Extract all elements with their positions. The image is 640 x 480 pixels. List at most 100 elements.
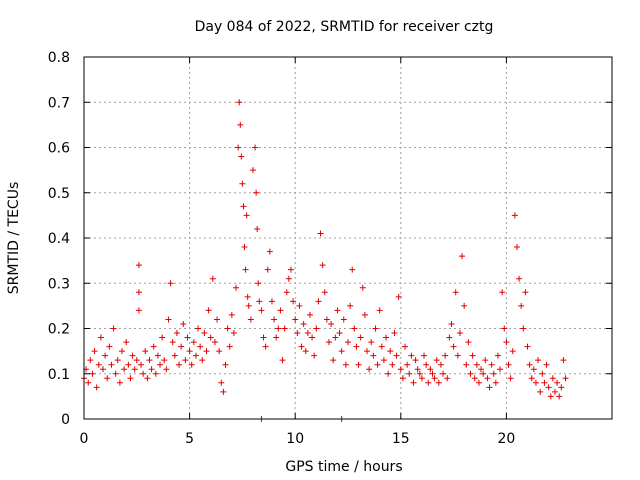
data-point bbox=[554, 379, 561, 386]
data-point bbox=[110, 325, 117, 332]
data-point bbox=[524, 343, 531, 350]
data-point bbox=[163, 366, 170, 373]
data-point bbox=[376, 307, 383, 314]
data-point bbox=[249, 167, 256, 174]
data-point bbox=[461, 302, 468, 309]
chart-title: Day 084 of 2022, SRMTID for receiver czt… bbox=[195, 19, 494, 35]
data-point bbox=[230, 330, 237, 337]
data-point bbox=[497, 366, 504, 373]
data-point bbox=[304, 330, 311, 337]
data-point bbox=[507, 375, 514, 382]
x-tick-label: 15 bbox=[392, 431, 410, 447]
data-point bbox=[336, 330, 343, 337]
data-point bbox=[366, 366, 373, 373]
data-point bbox=[418, 375, 425, 382]
data-point bbox=[518, 302, 525, 309]
data-point bbox=[199, 357, 206, 364]
data-point bbox=[454, 352, 461, 359]
data-point bbox=[273, 334, 280, 341]
data-point bbox=[452, 289, 459, 296]
data-point bbox=[186, 348, 193, 355]
data-point bbox=[239, 180, 246, 187]
data-point bbox=[492, 379, 499, 386]
data-point bbox=[319, 262, 326, 269]
data-point bbox=[214, 316, 221, 323]
data-point bbox=[456, 330, 463, 337]
data-point bbox=[342, 361, 349, 368]
x-tick-label: 10 bbox=[286, 431, 304, 447]
data-point bbox=[176, 361, 183, 368]
data-point bbox=[165, 316, 172, 323]
data-point bbox=[547, 393, 554, 400]
data-point bbox=[484, 375, 491, 382]
data-point bbox=[161, 357, 168, 364]
data-point bbox=[353, 343, 360, 350]
data-point bbox=[285, 275, 292, 282]
data-point bbox=[355, 361, 362, 368]
data-point bbox=[423, 361, 430, 368]
data-point bbox=[309, 334, 316, 341]
data-point bbox=[490, 370, 497, 377]
data-point bbox=[207, 334, 214, 341]
data-point bbox=[167, 280, 174, 287]
data-point bbox=[416, 370, 423, 377]
data-point bbox=[522, 289, 529, 296]
data-point bbox=[444, 375, 451, 382]
data-point bbox=[410, 379, 417, 386]
data-point bbox=[203, 348, 210, 355]
data-point bbox=[281, 325, 288, 332]
data-point bbox=[397, 366, 404, 373]
data-point bbox=[112, 370, 119, 377]
data-point bbox=[148, 366, 155, 373]
data-point bbox=[406, 370, 413, 377]
data-point bbox=[537, 388, 544, 395]
data-point bbox=[526, 361, 533, 368]
data-point bbox=[345, 339, 351, 346]
data-point bbox=[292, 316, 299, 323]
data-point bbox=[467, 370, 474, 377]
data-point bbox=[306, 311, 313, 318]
data-point bbox=[545, 384, 552, 391]
data-point bbox=[182, 357, 189, 364]
data-point bbox=[279, 357, 286, 364]
data-point bbox=[300, 320, 307, 327]
data-point bbox=[238, 153, 245, 160]
data-point bbox=[393, 352, 400, 359]
data-point bbox=[266, 248, 273, 255]
data-point bbox=[169, 339, 176, 346]
data-point bbox=[125, 361, 132, 368]
data-point bbox=[287, 266, 294, 273]
data-point bbox=[351, 325, 358, 332]
y-tick-label: 0.8 bbox=[48, 50, 70, 66]
data-point bbox=[562, 375, 569, 382]
data-point bbox=[255, 280, 262, 287]
data-point bbox=[558, 384, 565, 391]
data-point bbox=[121, 366, 128, 373]
data-point bbox=[450, 343, 457, 350]
data-point bbox=[395, 293, 402, 300]
data-point bbox=[268, 298, 275, 305]
y-tick-label: 0.2 bbox=[48, 322, 70, 338]
data-point bbox=[190, 339, 197, 346]
data-point bbox=[359, 284, 366, 291]
data-point bbox=[338, 348, 345, 355]
data-point bbox=[97, 334, 104, 341]
data-point bbox=[241, 244, 248, 251]
data-point bbox=[440, 370, 447, 377]
data-point bbox=[499, 289, 506, 296]
data-point bbox=[357, 334, 364, 341]
data-point bbox=[294, 330, 301, 337]
data-point bbox=[389, 361, 396, 368]
data-point bbox=[224, 325, 231, 332]
data-point bbox=[482, 357, 489, 364]
data-point bbox=[127, 375, 134, 382]
data-point bbox=[180, 320, 187, 327]
data-point bbox=[114, 357, 121, 364]
data-point bbox=[503, 339, 510, 346]
data-point bbox=[298, 343, 305, 350]
data-point bbox=[541, 379, 548, 386]
data-point bbox=[313, 325, 320, 332]
data-point bbox=[378, 343, 385, 350]
data-point bbox=[247, 316, 254, 323]
data-point bbox=[368, 339, 375, 346]
